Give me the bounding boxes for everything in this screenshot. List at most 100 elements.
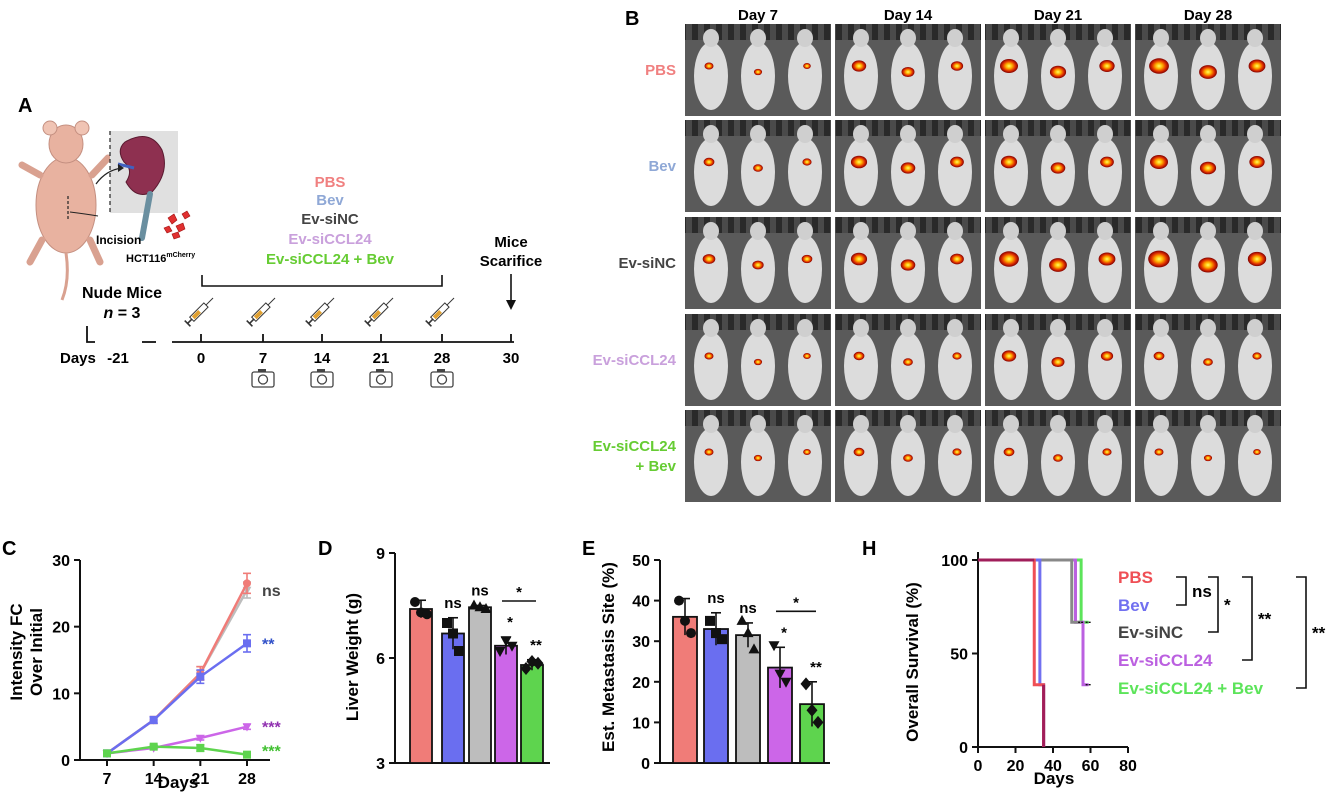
tumor-signal (900, 162, 916, 174)
y-tick-label: 0 (61, 753, 70, 770)
syringe-icon (246, 297, 276, 327)
mouse-body (938, 428, 972, 496)
group-label-bev: Bev (316, 192, 344, 209)
timeline-day-labels: -21 0 7 14 21 28 30 (107, 350, 519, 367)
mouse-body (844, 42, 878, 110)
mouse-head (1247, 29, 1263, 47)
mouse-body (891, 332, 925, 400)
syringe-needle (205, 297, 214, 306)
y-tick-label: 10 (52, 686, 70, 703)
syringe-icon (425, 297, 455, 327)
camera-top (376, 369, 384, 372)
x-tick-label: 21 (191, 771, 209, 788)
data-point (742, 627, 754, 638)
panel-a: A Incision HCT116mCherry (18, 95, 542, 388)
data-point (422, 609, 432, 620)
treatment-bracket (201, 275, 443, 287)
panel-h-letter: H (862, 538, 876, 560)
row-label: PBS (645, 62, 676, 79)
mouse-body (938, 42, 972, 110)
mouse-head (797, 415, 813, 433)
tumor-signal (1099, 60, 1115, 72)
mouse-head (900, 319, 916, 337)
camera-lens (375, 374, 387, 385)
mouse-body (694, 138, 728, 206)
mouse-head (1153, 222, 1169, 240)
syringe-fluid (253, 310, 263, 320)
bracket-label: * (793, 594, 799, 611)
mouse-head (703, 319, 719, 337)
data-point (680, 615, 690, 626)
panel-h-legend: PBS Bev Ev-siNC Ev-siCCL24 Ev-siCCL24 + Bev n… (1118, 568, 1326, 698)
data-point (780, 677, 792, 688)
y-tick-label: 100 (941, 553, 968, 570)
mouse-body (1238, 42, 1272, 110)
tumor-signal (752, 260, 764, 270)
mouse-body (694, 428, 728, 496)
syringe-plunger (186, 318, 193, 325)
cell-line-label: HCT116mCherry (126, 252, 195, 265)
data-point (774, 669, 786, 680)
tumor-signal (1098, 252, 1116, 266)
mouse-head (900, 415, 916, 433)
tumor-signal (1153, 351, 1165, 361)
mouse-body (1144, 332, 1178, 400)
mouse-body (994, 235, 1028, 303)
panel-h: H Overall Survival (%) Days 0 50 100 0 20 40 6… (862, 538, 1326, 788)
tumor-signal (1253, 449, 1261, 455)
y-tick-label: 50 (950, 647, 968, 664)
mouse-head (750, 125, 766, 143)
mouse-head (1247, 415, 1263, 433)
tumor-signal (1198, 257, 1218, 273)
tumor-signal (1148, 250, 1170, 268)
syringe-plunger (307, 318, 314, 325)
syringe-plunger (248, 318, 255, 325)
mouse-head (1003, 222, 1019, 240)
mouse-head (1153, 319, 1169, 337)
mouse-head (703, 29, 719, 47)
mouse-head (853, 125, 869, 143)
camera-icon (369, 369, 393, 388)
syringe-handle (246, 320, 253, 327)
column-header-day-28: Day 28 (1184, 7, 1232, 24)
camera-lens (316, 374, 328, 385)
tumor-signal (850, 155, 868, 169)
sig-label: ** (530, 637, 542, 654)
mouse-head (1247, 319, 1263, 337)
panel-a-letter: A (18, 95, 32, 117)
series-point (242, 723, 252, 732)
data-point (717, 634, 727, 645)
mouse-body (1088, 42, 1122, 110)
y-tick-label: 3 (376, 756, 385, 773)
ivis-image-0-1 (835, 24, 981, 116)
mouse-body (1191, 428, 1225, 496)
cancer-cells-icon (163, 210, 191, 240)
mouse-head (947, 222, 963, 240)
incision-label: Incision (96, 233, 141, 247)
mouse-head (947, 319, 963, 337)
panel-c-ylabel-1: Intensity FC (7, 603, 26, 700)
mouse-body (694, 332, 728, 400)
series-line-1 (106, 582, 249, 755)
mouse-head (853, 29, 869, 47)
tumor-signal (1150, 155, 1168, 169)
tumor-signal (1249, 156, 1265, 168)
panel-b-column-headers: Day 7 Day 14 Day 21 Day 28 (738, 7, 1232, 24)
syringe-icons (184, 297, 455, 327)
tumor-signal (999, 251, 1019, 267)
series-point (243, 579, 251, 588)
mouse-head (1097, 29, 1113, 47)
mouse-body (788, 235, 822, 303)
mouse-body (994, 138, 1028, 206)
mouse-body (994, 42, 1028, 110)
tumor-signal (1050, 162, 1066, 174)
mouse-head (703, 222, 719, 240)
mouse-body (741, 138, 775, 206)
mouse-head (750, 319, 766, 337)
mouse-head (1153, 29, 1169, 47)
timeline-day-14: 14 (314, 350, 331, 367)
data-point (480, 603, 492, 613)
mouse-head (900, 125, 916, 143)
mouse-head (1050, 125, 1066, 143)
